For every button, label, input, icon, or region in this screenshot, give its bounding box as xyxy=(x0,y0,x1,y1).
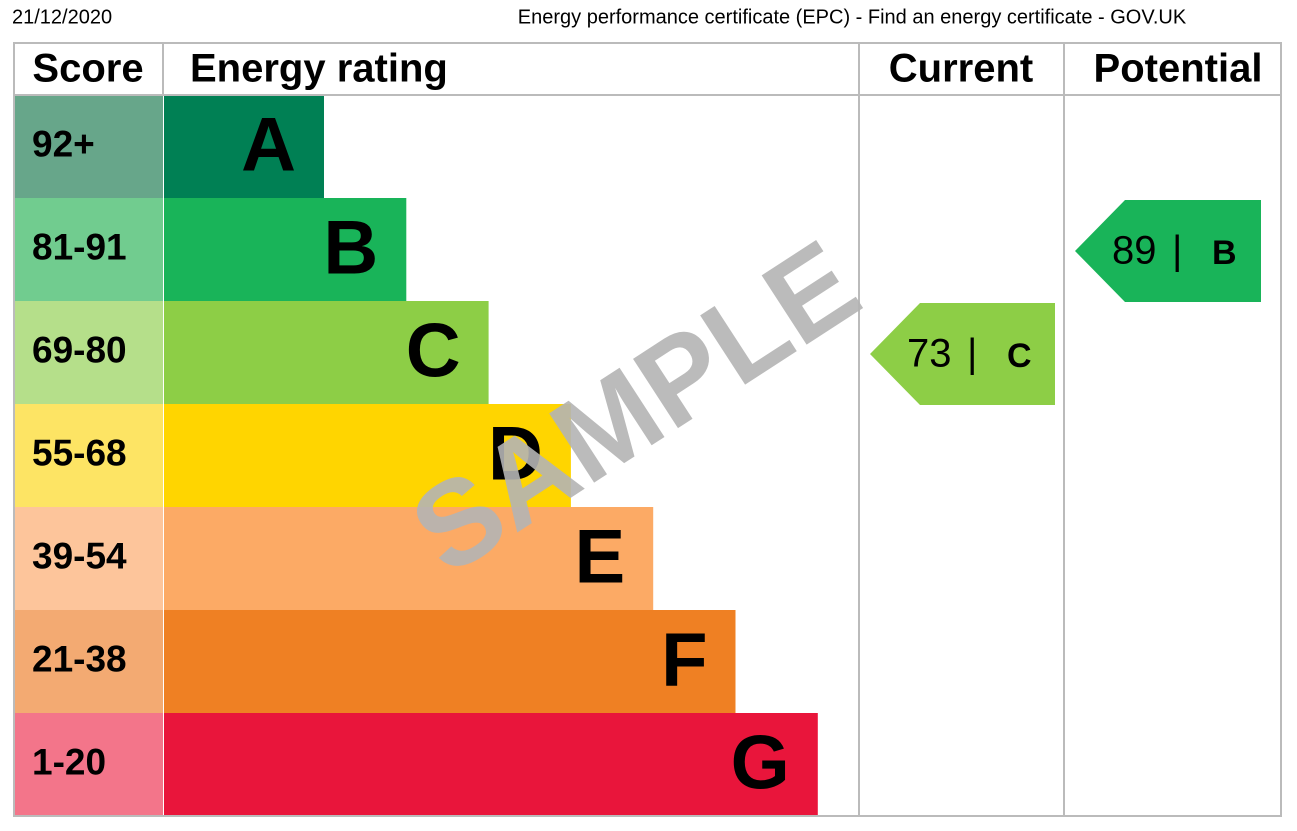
rating-bar xyxy=(164,301,489,404)
score-label: 92+ xyxy=(32,123,95,164)
current-rating: C xyxy=(1007,337,1032,375)
score-cell xyxy=(14,713,163,816)
rating-letter: B xyxy=(323,206,378,291)
column-header: Score xyxy=(32,47,143,91)
column-header: Potential xyxy=(1094,47,1263,91)
score-label: 55-68 xyxy=(32,432,127,473)
current-separator: | xyxy=(967,332,977,376)
score-cell xyxy=(14,507,163,610)
potential-separator: | xyxy=(1172,229,1182,273)
rating-bar xyxy=(164,198,407,301)
potential-arrow xyxy=(1075,200,1261,302)
score-label: 1-20 xyxy=(32,741,106,782)
current-arrow xyxy=(870,303,1055,405)
potential-value: 89 xyxy=(1112,229,1157,273)
rating-bar xyxy=(164,507,654,610)
table-border xyxy=(13,42,1282,817)
rating-letter: F xyxy=(661,618,707,703)
column-header: Current xyxy=(889,47,1033,91)
print-date: 21/12/2020 xyxy=(12,6,112,28)
rating-letter: A xyxy=(241,103,296,188)
potential-rating: B xyxy=(1212,234,1237,272)
rating-letter: E xyxy=(574,515,625,600)
score-cell xyxy=(14,610,163,713)
score-label: 21-38 xyxy=(32,638,127,679)
rating-letter: C xyxy=(406,309,461,394)
score-label: 81-91 xyxy=(32,226,127,267)
rating-letter: D xyxy=(488,412,543,497)
score-cell xyxy=(14,301,163,404)
column-header: Energy rating xyxy=(190,47,448,91)
score-label: 69-80 xyxy=(32,329,127,370)
rating-bar xyxy=(164,404,571,507)
rating-bar xyxy=(164,713,818,816)
current-value: 73 xyxy=(907,332,952,376)
rating-bar xyxy=(164,95,324,198)
rating-letter: G xyxy=(731,721,790,806)
rating-bar xyxy=(164,610,736,713)
page-title: Energy performance certificate (EPC) - F… xyxy=(518,6,1187,28)
score-cell xyxy=(14,95,163,198)
score-cell xyxy=(14,198,163,301)
score-label: 39-54 xyxy=(32,535,127,576)
score-cell xyxy=(14,404,163,507)
